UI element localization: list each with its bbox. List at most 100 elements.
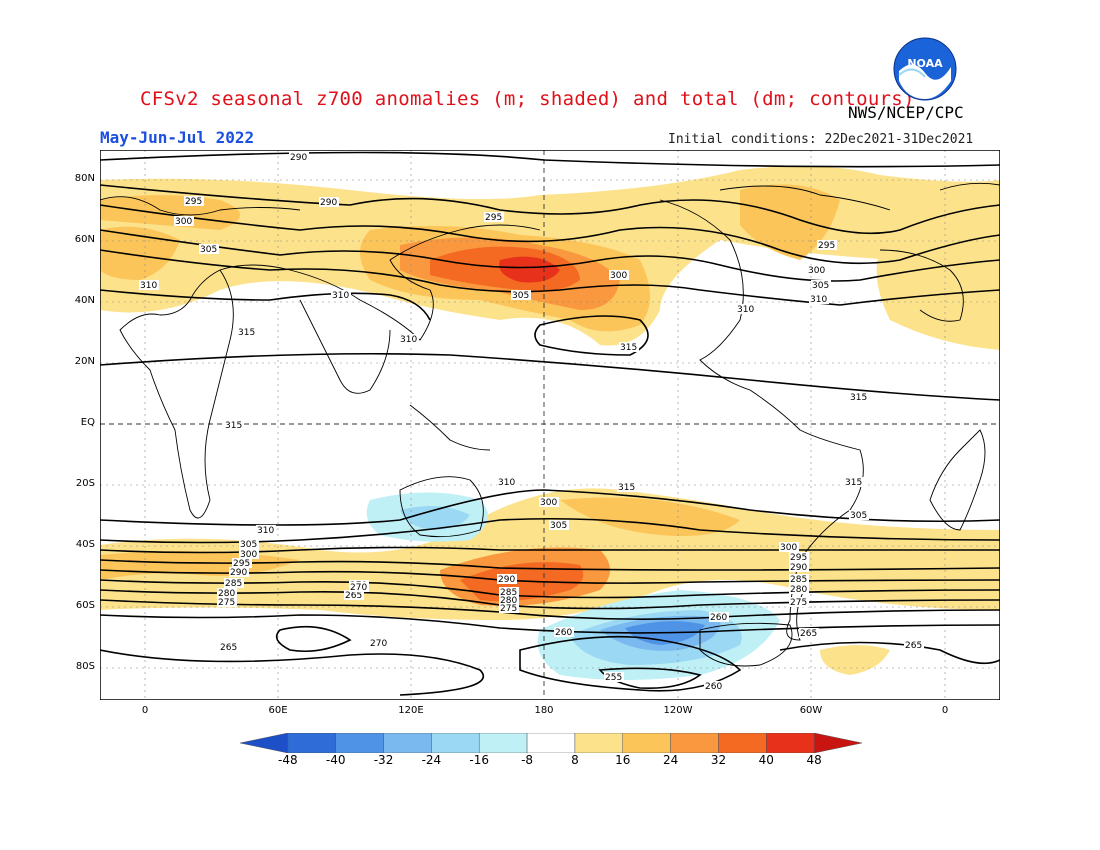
initial-conditions: Initial conditions: 22Dec2021-31Dec2021 [668, 132, 974, 147]
colorbar-tick-label: -16 [469, 753, 490, 767]
contour-label-bg [369, 638, 389, 648]
contour-label-bg [511, 290, 531, 300]
contour-label: 300 [240, 550, 257, 560]
colorbar-swatch [813, 733, 862, 753]
contour-label-bg [554, 627, 574, 637]
contour-labels: 2902953003053103152952903003052953003053… [139, 152, 924, 692]
contour-label-bg [779, 542, 799, 552]
lon-label: 60E [268, 705, 288, 716]
contour-label-bg [224, 578, 244, 588]
contour-label-bg [499, 603, 519, 613]
contour-label-bg [219, 642, 239, 652]
contour-label-bg [256, 525, 276, 535]
contour-label: 260 [555, 628, 572, 638]
lat-label: 20N [74, 356, 95, 367]
lat-label: 60N [74, 234, 95, 245]
contour-label-bg [344, 590, 364, 600]
contour-label: 310 [332, 291, 349, 301]
contour-label-bg [319, 197, 339, 207]
colorbar-swatch [574, 733, 624, 753]
contour-label: 305 [550, 521, 567, 531]
colorbar-tick-label: 48 [806, 753, 822, 767]
contour-label: 300 [610, 271, 627, 281]
contour-label-bg [484, 212, 504, 222]
contour-label-bg [139, 280, 159, 290]
lat-label: 20S [75, 478, 95, 489]
contour-label-bg [817, 240, 837, 250]
contour-label: 290 [790, 563, 807, 573]
anomaly-map: 290 295 300 305 310 315 295 290 300 305 295 300 305 3… [99, 149, 1001, 701]
contour-label-bg [217, 597, 237, 607]
contour-label-bg [904, 640, 924, 650]
colorbar-tick-label: -8 [521, 753, 534, 767]
contour-label-bg [617, 482, 637, 492]
contour-label: 305 [240, 540, 257, 550]
contour-label-bg [497, 477, 517, 487]
lat-label: 80S [75, 661, 95, 672]
lat-label: 60S [75, 600, 95, 611]
contour-label: 270 [350, 583, 367, 593]
coastlines [100, 182, 1000, 667]
contour-label: 310 [140, 281, 157, 291]
contour-label: 270 [370, 639, 387, 649]
colorbar-swatch [287, 733, 336, 753]
contour-label-bg [609, 270, 629, 280]
contour-label: 315 [238, 328, 255, 338]
colorbar-tick-label: -40 [325, 753, 346, 767]
contour-label: 280 [790, 585, 807, 595]
contour-label-bg [849, 392, 869, 402]
contour-label: 275 [790, 598, 807, 608]
contour-label-bg [789, 584, 809, 594]
anomaly-colorbar [240, 733, 862, 753]
contour-label-bg [497, 574, 517, 584]
lat-label: 40N [74, 295, 95, 306]
contour-label: 295 [233, 559, 250, 569]
contour-label: 300 [540, 498, 557, 508]
contour-label-bg [704, 681, 724, 691]
contour-label: 310 [400, 335, 417, 345]
lon-label: 180 [534, 705, 554, 716]
contour-label: 260 [710, 613, 727, 623]
contour-label: 315 [620, 343, 637, 353]
contour-label-bg [789, 562, 809, 572]
contour-label-bg [709, 612, 729, 622]
contour-label: 310 [257, 526, 274, 536]
lat-label: 40S [75, 539, 95, 550]
contour-label-bg [549, 520, 569, 530]
contour-label-bg [499, 595, 519, 605]
contour-label-bg [174, 216, 194, 226]
colorbar-tick-label: 8 [571, 753, 579, 767]
colorbar-tick-label: -24 [421, 753, 442, 767]
contour-label: 305 [512, 291, 529, 301]
anomaly-shading [100, 166, 1000, 680]
contour-label: 290 [498, 575, 515, 585]
lon-label: 0 [141, 705, 149, 716]
contour-label: 295 [818, 241, 835, 251]
contour-label-bg [789, 552, 809, 562]
contour-label: 300 [808, 266, 825, 276]
contour-label: 265 [220, 643, 237, 653]
contour-label: 315 [225, 421, 242, 431]
contour-label-bg [844, 477, 864, 487]
contour-label: 275 [218, 598, 235, 608]
noaa-logo-icon: NOAA [893, 37, 957, 101]
contour-label-bg [799, 628, 819, 638]
contour-label-bg [331, 290, 351, 300]
contour-label: 305 [850, 511, 867, 521]
contour-label: 290 [320, 198, 337, 208]
contour-label: 275 [500, 604, 517, 614]
colorbar-tick-label: 40 [758, 753, 774, 767]
lon-label: 120E [398, 705, 424, 716]
contour-label: 315 [618, 483, 635, 493]
colorbar-tick-label: 16 [615, 753, 631, 767]
contour-label-bg [809, 294, 829, 304]
contour-label: 285 [500, 588, 517, 598]
contour-label-bg [807, 265, 827, 275]
lon-label: 60W [799, 705, 823, 716]
lon-label: 120W [663, 705, 693, 716]
forecast-period: May-Jun-Jul 2022 [100, 128, 255, 147]
map-title: CFSv2 seasonal z700 anomalies (m; shaded… [140, 88, 915, 110]
contour-label-bg [811, 280, 831, 290]
contour-label: 285 [790, 575, 807, 585]
contour-label: 265 [905, 641, 922, 651]
